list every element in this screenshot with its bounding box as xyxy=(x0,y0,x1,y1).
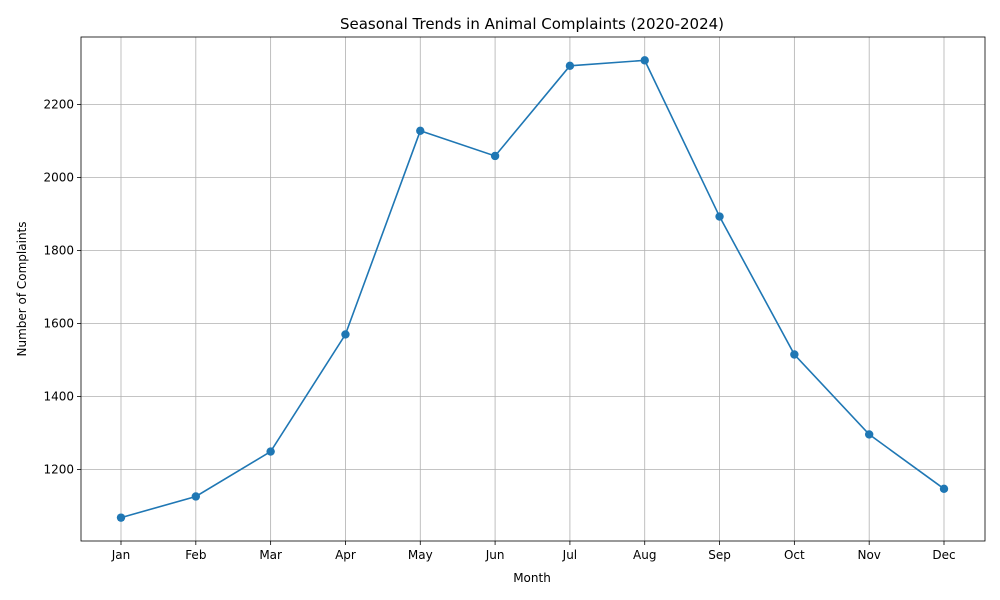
y-tick-label: 2200 xyxy=(43,98,74,112)
y-tick-label: 2000 xyxy=(43,171,74,185)
plot-frame xyxy=(80,36,986,542)
y-tick-label: 1200 xyxy=(43,462,74,476)
data-point xyxy=(116,513,126,522)
data-point xyxy=(565,61,575,71)
x-tick-label: Nov xyxy=(857,548,880,562)
x-tick-label: Oct xyxy=(784,548,805,562)
data-point xyxy=(416,126,425,135)
y-tick-label: 1600 xyxy=(43,316,74,330)
grid xyxy=(81,37,985,541)
x-tick-label: Dec xyxy=(932,548,955,562)
data-point xyxy=(715,212,724,221)
x-axis-label: Month xyxy=(513,571,551,585)
x-tick-label: Feb xyxy=(185,548,206,562)
data-point xyxy=(341,330,350,339)
data-point xyxy=(640,56,649,65)
y-axis: 1200 1400 1600 1800 2000 2200 xyxy=(43,98,81,476)
data-point xyxy=(191,492,201,501)
x-tick-label: May xyxy=(408,548,433,562)
data-point xyxy=(939,484,949,494)
y-tick-label: 1400 xyxy=(43,389,74,403)
x-tick-label: Jul xyxy=(562,548,577,562)
y-axis-label: Number of Complaints xyxy=(15,221,29,356)
x-axis: Jan Feb Mar Apr May Jun Jul Aug Sep Oct Nov Dec xyxy=(111,541,956,562)
chart-title: Seasonal Trends in Animal Complaints (20… xyxy=(340,15,724,33)
data-point xyxy=(266,447,275,456)
series-line xyxy=(116,56,949,522)
x-tick-label: Aug xyxy=(633,548,656,562)
data-point xyxy=(790,350,799,359)
x-tick-label: Mar xyxy=(259,548,282,562)
data-point xyxy=(490,151,500,161)
data-point xyxy=(864,430,874,439)
x-tick-label: Jun xyxy=(485,548,505,562)
series-polyline xyxy=(120,59,945,519)
x-tick-label: Sep xyxy=(708,548,731,562)
y-tick-label: 1800 xyxy=(43,243,74,257)
x-tick-label: Jan xyxy=(111,548,131,562)
x-tick-label: Apr xyxy=(335,548,356,562)
